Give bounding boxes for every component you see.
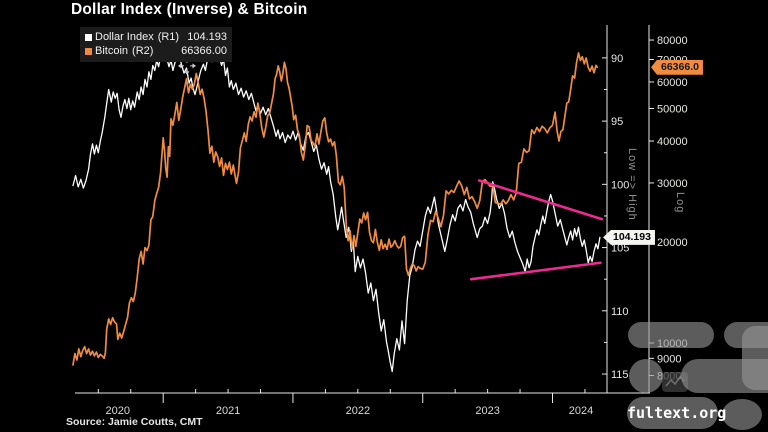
chart-legend: Dollar Index (R1) 104.193 Bitcoin (R2) 6…: [80, 27, 232, 62]
chart-title: Dollar Index (Inverse) & Bitcoin: [71, 1, 308, 18]
trendline-upper: [477, 179, 604, 221]
legend-item-bitcoin[interactable]: Bitcoin (R2) 66366.00: [85, 44, 227, 58]
bitcoin-axis-label: 30000: [657, 178, 688, 190]
watermark-blob: [722, 399, 762, 430]
year-label-2024: 2024: [569, 405, 593, 417]
bitcoin-axis-label: 80000: [657, 35, 688, 47]
source-attribution: Source: Jamie Coutts, CMT: [66, 416, 203, 428]
bitcoin-line: [72, 52, 599, 366]
bitcoin-axis-label: 50000: [657, 104, 688, 116]
watermark-blob: [629, 359, 663, 393]
legend-axis-tag: (R2): [132, 45, 154, 57]
dollar-axis-label: 100: [611, 179, 629, 191]
dollar-index-price-badge: 104.193: [603, 229, 655, 245]
watermark-text: fultext.org: [627, 404, 727, 422]
legend-label: Bitcoin: [95, 45, 129, 57]
axis-direction-label: Low => High: [626, 148, 638, 221]
watermark-blob: [627, 397, 718, 429]
dollar-axis-label: 95: [611, 116, 623, 128]
crosshair-arrow: [192, 63, 196, 69]
dollar-index-line: [72, 49, 601, 373]
year-label-2020: 2020: [106, 405, 130, 417]
dollar-axis-label: 90: [611, 53, 623, 65]
bitcoin-axis-label: 60000: [657, 77, 688, 89]
bitcoin-axis-label: 40000: [657, 136, 688, 148]
legend-axis-tag: (R1): [157, 31, 180, 43]
watermark-blob: [628, 322, 714, 348]
year-label-2022: 2022: [346, 405, 370, 417]
bitcoin-price-badge: 66366.0: [651, 59, 703, 75]
watermark-blob: [681, 359, 768, 393]
year-label-2023: 2023: [475, 405, 499, 417]
trendline-lower: [469, 261, 602, 281]
year-label-2021: 2021: [216, 405, 240, 417]
legend-value: 66366.00: [181, 45, 227, 57]
bitcoin-swatch: [85, 47, 92, 55]
legend-label: Dollar Index: [95, 31, 154, 43]
dollar-axis-label: 105: [611, 243, 629, 255]
bitcoin-axis-label: 9000: [657, 353, 681, 365]
log-scale-label: Log: [674, 192, 686, 214]
dollar-axis-label: 115: [611, 369, 629, 381]
crosshair-arrow: [177, 63, 182, 69]
legend-value: 104.193: [187, 31, 227, 43]
dollar-index-swatch: [85, 33, 92, 41]
bitcoin-axis-label: 20000: [657, 237, 688, 249]
crosshair-arrow: [184, 71, 190, 75]
legend-item-dollar-index[interactable]: Dollar Index (R1) 104.193: [85, 30, 227, 44]
dollar-axis-label: 110: [611, 306, 629, 318]
